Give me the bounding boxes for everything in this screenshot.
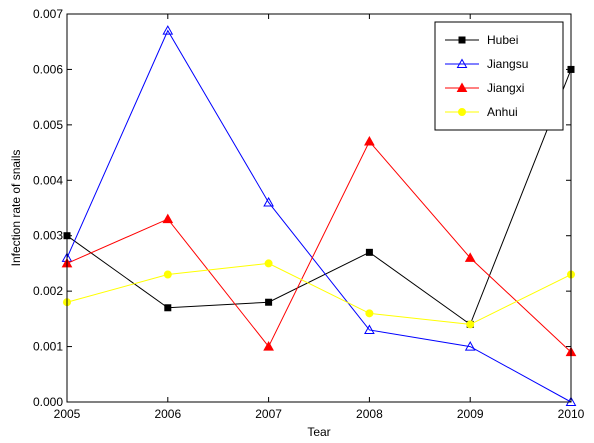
data-point-jiangsu <box>364 324 375 334</box>
legend-label-anhui: Anhui <box>487 105 518 119</box>
x-tick-label: 2005 <box>54 407 81 421</box>
legend-marker-hubei <box>458 36 466 44</box>
data-point-jiangxi <box>364 135 375 146</box>
y-tick-label: 0.001 <box>33 340 63 354</box>
x-tick-label: 2008 <box>356 407 383 421</box>
series-jiangxi <box>61 135 577 357</box>
legend-marker-jiangsu <box>456 58 468 68</box>
y-tick-label: 0.000 <box>33 395 63 409</box>
data-point-anhui <box>163 270 172 279</box>
data-point-jiangxi <box>162 213 174 224</box>
y-tick-label: 0.003 <box>33 229 63 243</box>
y-tick-label: 0.006 <box>33 62 63 76</box>
data-point-anhui <box>264 259 273 268</box>
legend-marker-jiangxi <box>456 82 468 92</box>
legend-marker-anhui <box>458 108 466 116</box>
y-tick-label: 0.005 <box>33 118 63 132</box>
ticks-layer: 2005 2006 2007 2008 2009 2010 0.000 0.001 0.002 0… <box>33 7 585 421</box>
y-tick-label: 0.007 <box>33 7 63 21</box>
series-line-hubei <box>66 69 572 326</box>
x-tick-label: 2006 <box>154 407 181 421</box>
legend-item-hubei: Hubei <box>445 33 518 47</box>
legend-label-hubei: Hubei <box>487 33 518 47</box>
legend: Hubei Jiangsu Jiangxi Anhui <box>434 21 564 131</box>
x-tick-label: 2010 <box>558 407 585 421</box>
x-axis-label: Tear <box>307 425 330 439</box>
data-point-anhui <box>466 320 475 329</box>
legend-item-jiangxi: Jiangxi <box>445 81 524 95</box>
series-line-anhui <box>66 262 572 325</box>
plot-frame <box>66 13 572 403</box>
data-point-jiangsu <box>464 341 476 351</box>
y-axis-label: Infection rate of snails <box>9 150 23 267</box>
legend-label-jiangxi: Jiangxi <box>487 81 524 95</box>
legend-label-jiangsu: Jiangsu <box>487 57 528 71</box>
legend-item-jiangsu: Jiangsu <box>445 57 528 71</box>
y-tick-label: 0.004 <box>33 173 63 187</box>
data-point-jiangsu <box>263 196 274 207</box>
data-point-hubei <box>164 304 172 312</box>
x-tick-label: 2009 <box>457 407 484 421</box>
series-line-jiangxi <box>66 140 572 353</box>
legend-item-anhui: Anhui <box>445 105 518 119</box>
data-point-jiangsu <box>162 25 174 35</box>
data-point-hubei <box>265 298 273 306</box>
series-line-jiangsu <box>66 29 572 403</box>
data-point-anhui <box>365 309 374 318</box>
data-point-jiangxi <box>464 252 476 262</box>
data-point-jiangxi <box>263 341 274 351</box>
data-point-hubei <box>365 248 373 256</box>
y-tick-label: 0.002 <box>33 284 63 298</box>
x-tick-label: 2007 <box>255 407 282 421</box>
